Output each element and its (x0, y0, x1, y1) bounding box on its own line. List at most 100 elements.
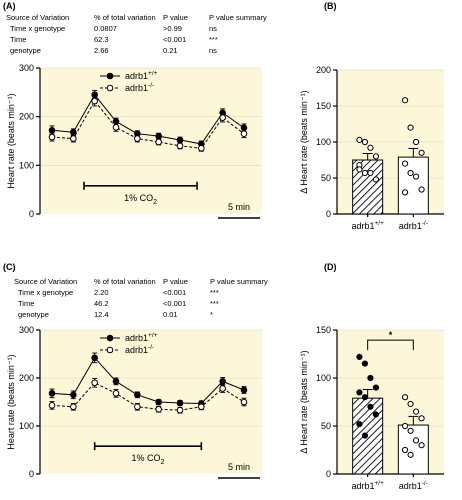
series-line (51, 93, 245, 145)
data-point (112, 378, 120, 385)
panel-label: (C) (3, 262, 16, 272)
y-axis-label: Δ Heart rate (beats min⁻¹) (299, 350, 309, 453)
table-cell: <0.001 (163, 288, 186, 297)
data-point (48, 126, 56, 134)
time-scale-label: 5 min (228, 462, 250, 472)
table-cell: Time x genotype (10, 24, 65, 33)
table-cell: genotype (10, 46, 41, 55)
y-tick-label: 100 (19, 160, 34, 170)
y-tick-label: 0 (29, 209, 34, 219)
data-point (48, 133, 56, 141)
data-point (401, 422, 409, 430)
data-point (367, 144, 374, 151)
y-tick-label: 0 (29, 469, 34, 479)
table-cell: * (210, 310, 213, 319)
data-point (240, 386, 248, 394)
series-line (51, 356, 245, 404)
table-header: Source of Variation (6, 13, 69, 22)
data-point (134, 135, 141, 142)
data-point (372, 411, 380, 418)
table-cell: 46.2 (94, 299, 109, 308)
table-header: % of total variation (94, 277, 156, 286)
time-scale-label: 5 min (228, 202, 250, 212)
table-cell: ns (209, 24, 217, 33)
y-tick-label: 150 (316, 325, 331, 335)
data-point (361, 169, 369, 177)
data-point (401, 189, 409, 196)
data-point (155, 138, 162, 146)
co2-label: 1% CO2 (124, 193, 157, 206)
data-point (112, 390, 120, 397)
x-tick-label: adrb1-/- (399, 480, 428, 491)
data-point (418, 186, 425, 193)
significance-marker: * (389, 330, 393, 340)
data-point (367, 169, 374, 177)
data-point (401, 160, 409, 167)
data-point (361, 360, 369, 367)
legend-marker (106, 346, 114, 354)
series-line (51, 382, 245, 411)
data-point (372, 176, 380, 183)
y-axis-label: Heart rate (beats min⁻¹) (6, 354, 16, 449)
significance-bracket (367, 339, 414, 351)
table-cell: <0.001 (163, 35, 186, 44)
data-point (418, 149, 425, 156)
table-cell: 2.20 (94, 288, 109, 297)
data-point (91, 354, 98, 362)
table-cell: ns (209, 46, 217, 55)
table-cell: *** (210, 299, 219, 308)
panel-label: (B) (324, 1, 337, 11)
data-point (240, 398, 248, 406)
y-tick-label: 300 (19, 63, 34, 73)
data-point (418, 415, 425, 422)
table-header: P value (163, 13, 188, 22)
series-line (51, 100, 245, 149)
data-point (176, 136, 184, 144)
data-point (367, 374, 374, 382)
co2-label: 1% CO2 (132, 453, 165, 466)
data-point (356, 420, 363, 428)
y-tick-label: 300 (19, 325, 34, 335)
y-tick-label: 0 (326, 209, 331, 219)
data-point (401, 394, 409, 401)
data-point (198, 145, 205, 152)
data-point (176, 399, 184, 407)
table-header: P value summary (209, 13, 267, 22)
data-point (412, 408, 420, 415)
bar (397, 156, 429, 215)
data-point (219, 385, 226, 392)
y-tick-label: 50 (321, 173, 331, 183)
y-tick-label: 200 (316, 65, 331, 75)
data-point (361, 432, 369, 439)
y-tick-label: 200 (19, 373, 34, 383)
x-tick-label: adrb1-/- (399, 220, 428, 231)
data-point (176, 142, 184, 150)
data-point (219, 378, 226, 385)
data-point (155, 405, 162, 413)
data-point (198, 403, 205, 411)
data-point (367, 403, 374, 410)
data-point (361, 394, 369, 401)
y-tick-label: 50 (321, 421, 331, 431)
data-point (407, 427, 414, 434)
legend-label: adrb1-/- (125, 82, 154, 93)
data-point (70, 403, 77, 411)
data-point (407, 451, 414, 458)
y-tick-label: 0 (326, 469, 331, 479)
data-point (356, 166, 363, 173)
data-point (407, 400, 414, 408)
data-point (176, 406, 184, 414)
table-cell: *** (210, 288, 219, 297)
legend-label: adrb1-/- (125, 344, 154, 355)
data-point (407, 124, 414, 131)
table-cell: Time (18, 299, 34, 308)
data-point (240, 130, 248, 137)
data-point (372, 153, 380, 160)
table-cell: Time (10, 35, 26, 44)
data-point (412, 173, 420, 180)
table-cell: 12.4 (94, 310, 109, 319)
table-header: P value summary (210, 277, 268, 286)
data-point (356, 136, 363, 143)
table-cell: 0.21 (163, 46, 178, 55)
